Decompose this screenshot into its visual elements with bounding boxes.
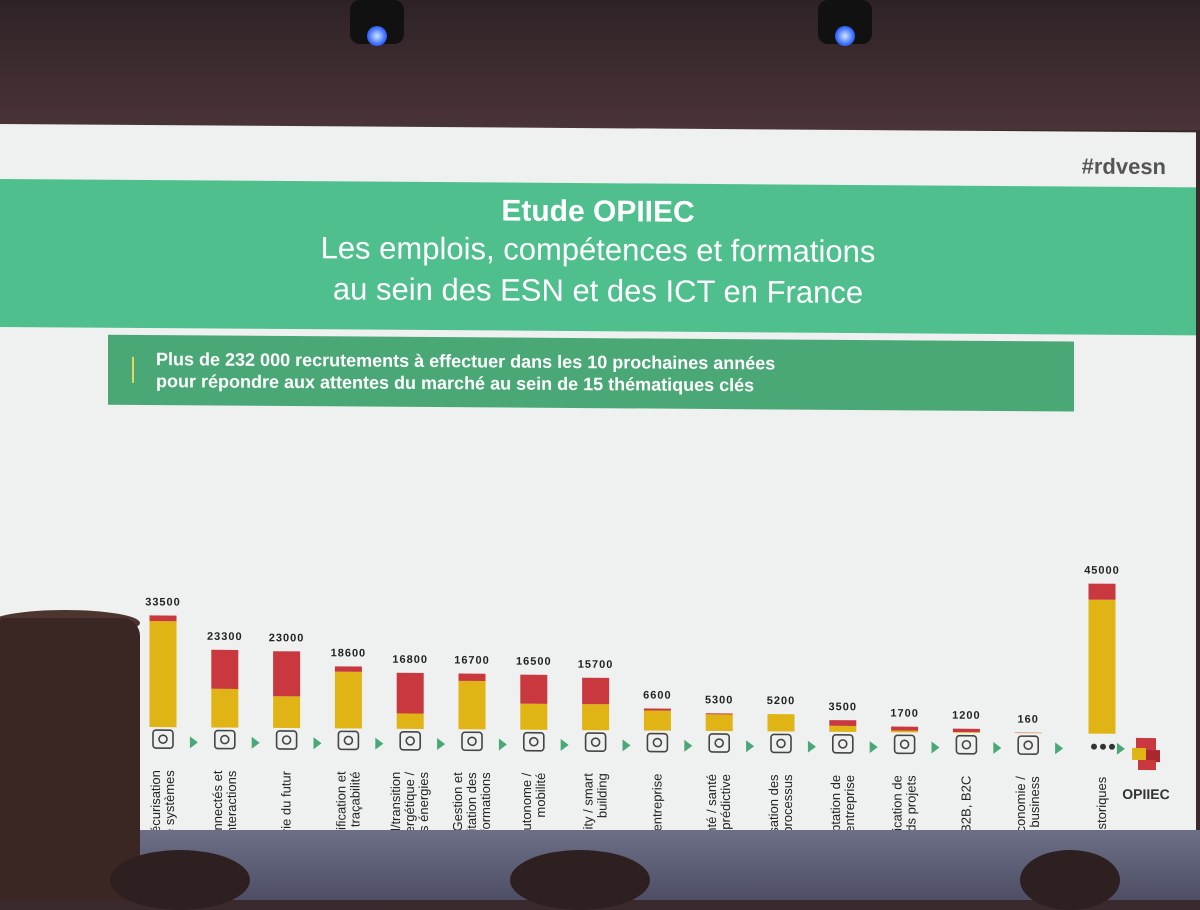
arrow-separator-icon	[499, 738, 507, 750]
value-label: 5200	[767, 695, 795, 707]
arrow-separator-icon	[375, 738, 383, 750]
audience-head	[110, 850, 250, 910]
category-label: traçabilité	[347, 771, 362, 827]
stage-backdrop	[0, 0, 1200, 130]
arrow-separator-icon	[561, 739, 569, 751]
arrow-separator-icon	[870, 741, 878, 753]
value-label: 5300	[705, 694, 733, 706]
value-label: 16800	[392, 654, 428, 666]
cycle-people-icon	[833, 735, 853, 753]
value-label: 1700	[890, 708, 918, 720]
value-label: 1200	[952, 710, 980, 722]
presentation-slide: #rdvesn Etude OPIIEC Les emplois, compét…	[0, 124, 1196, 842]
bar-segment-red	[150, 615, 177, 621]
bar-segment-yellow	[582, 704, 609, 730]
phone-heart-icon	[709, 734, 729, 752]
bar-segment-red	[520, 675, 547, 704]
plug-leaf-icon	[400, 732, 420, 750]
arrow-separator-icon	[808, 741, 816, 753]
category-label: Gestion et	[450, 772, 465, 832]
value-label: 3500	[829, 701, 857, 713]
value-label: 23000	[269, 632, 305, 644]
arrow-separator-icon	[932, 742, 940, 754]
bar-segment-yellow	[335, 672, 362, 729]
arrow-separator-icon	[252, 737, 260, 749]
category-label: processus	[780, 774, 795, 834]
bar-segment-red	[459, 674, 486, 682]
arrow-separator-icon	[1055, 742, 1063, 754]
category-label: prédictive	[718, 774, 733, 830]
hashtag: #rdvesn	[1082, 154, 1166, 181]
hand-person-icon	[956, 736, 976, 754]
value-label: 33500	[145, 596, 181, 608]
robot-arm-icon	[277, 731, 297, 749]
value-label: 18600	[331, 647, 367, 659]
robot-hand-icon	[215, 730, 235, 748]
route-pin-icon	[338, 731, 358, 749]
bar-segment-red	[211, 650, 238, 689]
bar-segment-yellow	[273, 696, 300, 728]
value-label: 160	[1018, 714, 1039, 726]
value-label: 15700	[578, 659, 614, 671]
logo-text: OPIIEC	[1116, 786, 1176, 802]
bar-segment-yellow	[520, 704, 547, 730]
bar-segment-red	[644, 708, 671, 710]
bar-segment-yellow	[150, 621, 177, 727]
opiiec-logo-mark-icon	[1130, 736, 1162, 772]
arrow-separator-icon	[746, 740, 754, 752]
bar-segment-red	[1089, 584, 1116, 600]
podium	[0, 618, 140, 900]
arrow-separator-icon	[190, 736, 198, 748]
spotlight-icon	[350, 0, 404, 44]
category-label: l'entreprise	[842, 775, 857, 838]
bar-segment-yellow	[768, 714, 795, 732]
city-buildings-icon	[586, 733, 606, 751]
bar-segment-yellow	[829, 726, 856, 732]
audience-head	[510, 850, 650, 910]
value-label: 6600	[643, 689, 671, 701]
audience-head	[1020, 850, 1120, 910]
bar-segment-yellow	[1089, 600, 1116, 734]
database-icon	[462, 732, 482, 750]
bar-segment-yellow	[397, 713, 424, 729]
category-label: building	[595, 773, 610, 818]
spotlight-icon	[818, 0, 872, 44]
value-label: 45000	[1084, 565, 1120, 577]
bar-segment-red	[829, 720, 856, 726]
slide-title-line-3: au sein des ESN et des ICT en France	[0, 266, 1196, 315]
bar-segment-red	[582, 678, 609, 705]
opiiec-logo: OPIIEC	[1116, 732, 1176, 802]
arrow-separator-icon	[993, 742, 1001, 754]
bar-segment-red	[706, 713, 733, 714]
category-label: mobilité	[533, 773, 548, 818]
bar-segment-red	[953, 729, 980, 733]
value-label: 16700	[454, 655, 490, 667]
lock-screen-icon	[153, 730, 173, 748]
bar-segment-yellow	[459, 681, 486, 730]
arrow-separator-icon	[314, 737, 322, 749]
ellipsis-icon	[1091, 744, 1115, 750]
arrow-separator-icon	[437, 738, 445, 750]
bar-segment-yellow	[891, 731, 918, 733]
bar-segment-red	[397, 673, 424, 714]
cloud-server-icon	[647, 734, 667, 752]
network-nodes-icon	[524, 733, 544, 751]
circuit-gear-icon	[1018, 736, 1038, 754]
gantt-board-icon	[895, 735, 915, 753]
bar-segment-yellow	[211, 689, 238, 728]
bar-segment-red	[273, 651, 300, 696]
arrow-separator-icon	[684, 740, 692, 752]
bar-segment-yellow	[706, 714, 733, 731]
bar-segment-red	[891, 727, 918, 731]
arrow-separator-icon	[623, 739, 631, 751]
bar-segment-red	[335, 666, 362, 672]
bar-segment-yellow	[644, 710, 671, 730]
value-label: 23300	[207, 631, 243, 643]
gear-document-icon	[771, 734, 791, 752]
title-band: Etude OPIIEC Les emplois, compétences et…	[0, 179, 1196, 335]
category-label: interactions	[224, 770, 239, 837]
value-label: 16500	[516, 656, 552, 668]
